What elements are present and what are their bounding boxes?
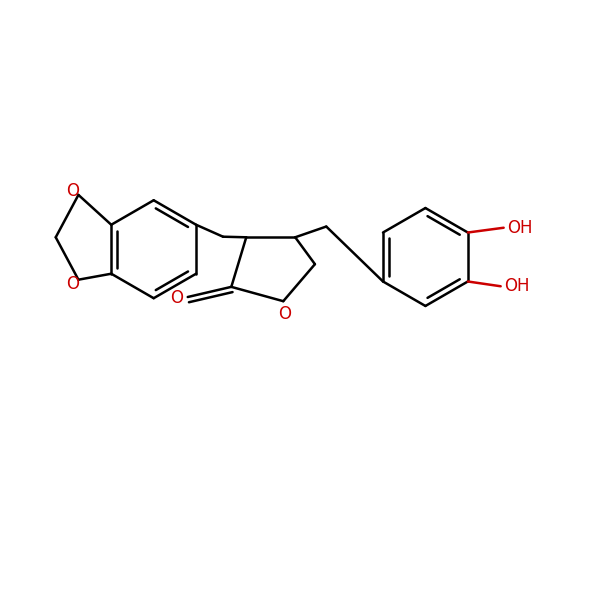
Text: O: O <box>66 182 79 200</box>
Text: OH: OH <box>503 277 529 295</box>
Text: O: O <box>170 289 184 307</box>
Text: O: O <box>278 305 291 323</box>
Text: OH: OH <box>506 219 532 237</box>
Text: O: O <box>66 275 79 293</box>
